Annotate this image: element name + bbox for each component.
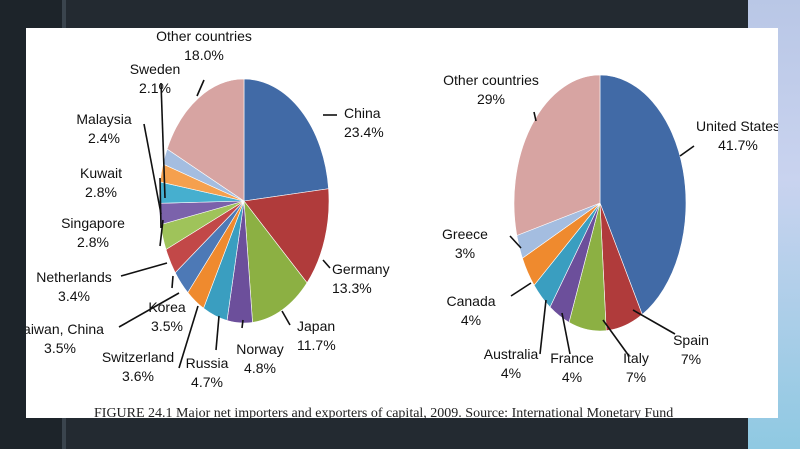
slice-label-germany: Germany 13.3% xyxy=(332,261,390,296)
slice-label-netherlands: Netherlands 3.4% xyxy=(36,269,112,304)
slice-value: 7% xyxy=(626,369,646,385)
slice-value: 2.8% xyxy=(77,234,109,250)
pie-slice-other-countries xyxy=(166,78,245,202)
slice-value: 18.0% xyxy=(184,47,224,63)
slice-value: 4.8% xyxy=(244,360,276,376)
slice-value: 3.5% xyxy=(44,340,76,356)
leader-line-norway xyxy=(241,319,244,329)
pie-charts: China 23.4% Germany 13.3% Japan 11.7% Norway 4.… xyxy=(26,28,778,390)
slice-name: Switzerland xyxy=(102,349,174,365)
slice-name: China xyxy=(344,105,381,121)
leader-line-sweden xyxy=(160,82,166,199)
slice-value: 4% xyxy=(501,365,521,381)
leader-line-germany xyxy=(322,259,331,269)
slice-value: 3.6% xyxy=(122,368,154,384)
slice-name: Sweden xyxy=(130,61,181,77)
slice-label-france: France 4% xyxy=(550,350,594,385)
slice-label-taiwan-china: Taiwan, China 3.5% xyxy=(26,321,104,356)
slice-name: Japan xyxy=(297,318,335,334)
slice-label-kuwait: Kuwait 2.8% xyxy=(80,165,122,200)
slice-value: 11.7% xyxy=(297,337,336,353)
slice-name: Taiwan, China xyxy=(26,321,104,337)
slice-label-italy: Italy 7% xyxy=(623,350,649,385)
pie-chart-2: United States 41.7% Spain 7% Italy 7% France 4%… xyxy=(442,72,778,385)
slice-name: Netherlands xyxy=(36,269,112,285)
slice-label-singapore: Singapore 2.8% xyxy=(61,215,125,250)
pie-slice-japan xyxy=(243,200,308,323)
slice-label-malaysia: Malaysia 2.4% xyxy=(76,111,131,146)
pie-chart-1: China 23.4% Germany 13.3% Japan 11.7% Norway 4.… xyxy=(26,28,390,390)
slice-name: Italy xyxy=(623,350,649,366)
leader-line-netherlands xyxy=(120,262,168,277)
slice-name: Kuwait xyxy=(80,165,122,181)
pie-slice-germany xyxy=(243,188,330,284)
slice-name: Korea xyxy=(148,299,186,315)
leader-line-united-states xyxy=(679,145,695,157)
leader-line-russia xyxy=(215,315,220,351)
slice-label-australia: Australia 4% xyxy=(484,346,539,381)
leader-line-malaysia xyxy=(143,123,162,215)
figure-caption: FIGURE 24.1 Major net importers and expo… xyxy=(94,406,674,418)
slice-label-greece: Greece 3% xyxy=(442,226,488,261)
leader-line-other-countries xyxy=(196,79,205,97)
slice-name: Canada xyxy=(446,293,495,309)
leader-line-taiwan-china xyxy=(118,292,180,328)
leader-line-switzerland xyxy=(178,305,199,369)
slice-name: Spain xyxy=(673,332,709,348)
slice-name: France xyxy=(550,350,594,366)
slice-value: 3.5% xyxy=(151,318,183,334)
leader-line-france xyxy=(561,312,571,355)
slice-name: Norway xyxy=(236,341,283,357)
slice-label-russia: Russia 4.7% xyxy=(186,355,229,390)
slice-label-other-countries: Other countries 18.0% xyxy=(156,28,252,63)
leader-line-japan xyxy=(281,310,291,326)
slice-name: Other countries xyxy=(156,28,252,44)
slice-value: 4.7% xyxy=(191,374,223,390)
slice-value: 2.4% xyxy=(88,130,120,146)
slice-value: 41.7% xyxy=(718,137,758,153)
figure-card: China 23.4% Germany 13.3% Japan 11.7% Norway 4.… xyxy=(26,28,778,418)
leader-line-korea xyxy=(171,275,174,289)
slice-name: Greece xyxy=(442,226,488,242)
slice-value: 3.4% xyxy=(58,288,90,304)
slice-value: 13.3% xyxy=(332,280,372,296)
slice-value: 23.4% xyxy=(344,124,384,140)
slice-name: Australia xyxy=(484,346,539,362)
slice-label-other-countries: Other countries 29% xyxy=(443,72,539,107)
slice-label-korea: Korea 3.5% xyxy=(148,299,186,334)
slice-name: Singapore xyxy=(61,215,125,231)
slice-label-spain: Spain 7% xyxy=(673,332,709,367)
slice-label-china: China 23.4% xyxy=(344,105,384,140)
leader-line-kuwait xyxy=(159,177,162,229)
slice-value: 4% xyxy=(562,369,582,385)
leader-line-spain xyxy=(632,309,676,335)
slice-value: 3% xyxy=(455,245,475,261)
slice-label-switzerland: Switzerland 3.6% xyxy=(102,349,174,384)
slice-value: 7% xyxy=(681,351,701,367)
slice-name: Germany xyxy=(332,261,390,277)
slice-value: 29% xyxy=(477,91,505,107)
slice-label-norway: Norway 4.8% xyxy=(236,341,283,376)
slice-value: 4% xyxy=(461,312,481,328)
slice-label-canada: Canada 4% xyxy=(446,293,495,328)
pie-slice-china xyxy=(243,78,329,202)
leader-line-greece xyxy=(509,235,522,249)
slice-value: 2.1% xyxy=(139,80,171,96)
slice-label-united-states: United States 41.7% xyxy=(696,118,778,153)
slice-label-japan: Japan 11.7% xyxy=(297,318,336,353)
leader-line-canada xyxy=(510,282,532,297)
slice-label-sweden: Sweden 2.1% xyxy=(130,61,181,96)
slice-name: Russia xyxy=(186,355,229,371)
leader-line-italy xyxy=(602,319,630,357)
pie-slice-other-countries xyxy=(513,74,601,236)
slice-name: Malaysia xyxy=(76,111,131,127)
slice-value: 2.8% xyxy=(85,184,117,200)
leader-line-other-countries xyxy=(533,111,537,122)
leader-line-singapore xyxy=(159,219,164,247)
slice-name: United States xyxy=(696,118,778,134)
slice-name: Other countries xyxy=(443,72,539,88)
pie-slice-united-states xyxy=(599,74,687,315)
leader-line-australia xyxy=(539,299,547,355)
